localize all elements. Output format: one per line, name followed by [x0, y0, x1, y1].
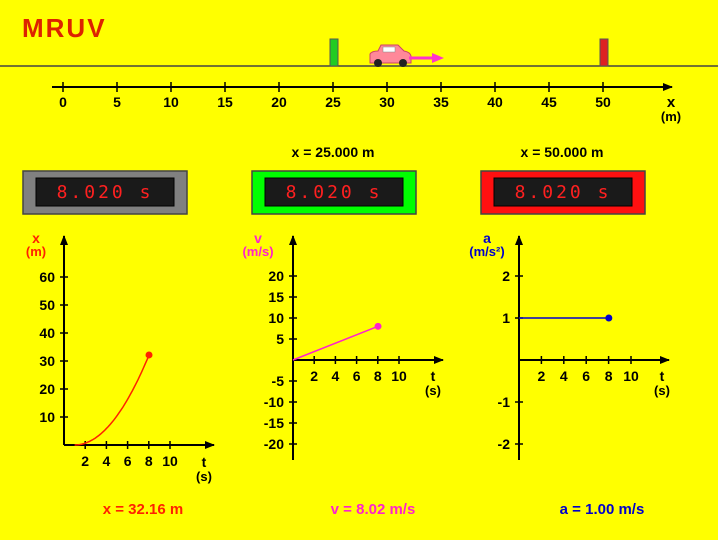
x-graph-t-tick-label: 8	[145, 453, 153, 469]
x-graph-y-tick-label: 30	[39, 353, 55, 369]
velocity-graph-t-unit: (s)	[425, 383, 441, 398]
a-graph-t-tick-label: 8	[605, 368, 613, 384]
right-border	[718, 0, 720, 540]
x-graph-y-tick-label: 60	[39, 269, 55, 285]
x-graph-y-tick-label: 50	[39, 297, 55, 313]
position-axis-tick-label: 25	[325, 94, 341, 110]
position-axis-tick-label: 30	[379, 94, 395, 110]
acceleration-graph-var: a	[483, 230, 491, 246]
v-graph-y-tick-label: -20	[264, 436, 284, 452]
position-axis-tick-label: 50	[595, 94, 611, 110]
position-graph-t-unit: (s)	[196, 469, 212, 484]
v-graph-y-tick-label: -10	[264, 394, 284, 410]
acceleration-graph: a (m/s²) t (s) 21-1-2 2 4 6 8 10 a = 1.00 m/…	[469, 230, 670, 518]
acceleration-readout: a = 1.00 m/s	[560, 501, 645, 518]
velocity-graph-unit: (m/s)	[242, 244, 273, 259]
car-icon[interactable]	[369, 44, 412, 67]
a-graph-t-tick-label: 10	[623, 368, 639, 384]
timer-red: 8.020 s	[480, 170, 646, 215]
x-graph-y-tick-label: 10	[39, 409, 55, 425]
x-graph-y-tick-label: 40	[39, 325, 55, 341]
acceleration-current-point	[605, 314, 613, 322]
position-axis-unit: (m)	[661, 109, 681, 124]
start-marker[interactable]	[329, 38, 339, 67]
v-graph-t-tick-label: 8	[374, 368, 382, 384]
acceleration-graph-t-label: t	[660, 368, 665, 384]
v-graph-y-tick-label: 5	[276, 331, 284, 347]
acceleration-graph-unit: (m/s²)	[469, 244, 504, 259]
x-graph-t-tick-label: 10	[162, 453, 178, 469]
position-graph-t-label: t	[202, 454, 207, 470]
a-graph-y-tick-label: -1	[498, 394, 511, 410]
a-graph-y-tick-label: -2	[498, 436, 511, 452]
position-curve	[74, 354, 150, 446]
app-title: MRUV	[22, 13, 107, 43]
position-current-point	[145, 351, 153, 359]
v-graph-t-tick-label: 4	[332, 368, 340, 384]
v-graph-t-tick-label: 10	[391, 368, 407, 384]
position-axis-tick-label: 10	[163, 94, 179, 110]
position-graph-var: x	[32, 230, 40, 246]
x-graph-t-tick-label: 2	[81, 453, 89, 469]
v-graph-y-tick-label: 10	[268, 310, 284, 326]
a-graph-t-tick-label: 6	[582, 368, 590, 384]
acceleration-graph-t-unit: (s)	[654, 383, 670, 398]
position-axis-tick-label: 20	[271, 94, 287, 110]
position-axis-tick-label: 45	[541, 94, 557, 110]
v-graph-y-tick-label: -5	[272, 373, 285, 389]
end-marker[interactable]	[599, 38, 609, 67]
v-graph-y-tick-label: 20	[268, 268, 284, 284]
velocity-arrow-icon	[409, 53, 444, 63]
v-graph-y-tick-label: 15	[268, 289, 284, 305]
a-graph-y-tick-label: 2	[502, 268, 510, 284]
timer-gray-display: 8.020 s	[57, 182, 154, 203]
timer-green-display: 8.020 s	[286, 182, 383, 203]
end-position-label: x = 50.000 m	[521, 144, 604, 160]
timer-red-display: 8.020 s	[515, 182, 612, 203]
position-axis-tick-label: 5	[113, 94, 121, 110]
position-axis-tick-label: 35	[433, 94, 449, 110]
a-graph-y-tick-label: 1	[502, 310, 510, 326]
start-position-label: x = 25.000 m	[292, 144, 375, 160]
position-graph-unit: (m)	[26, 244, 46, 259]
x-graph-y-tick-label: 20	[39, 381, 55, 397]
x-graph-t-tick-label: 4	[103, 453, 111, 469]
a-graph-t-tick-label: 4	[560, 368, 568, 384]
position-graph: x (m) t (s) 60 50 40 30 20 10 2 4 6 8 10 x = 32.1…	[26, 230, 215, 518]
position-readout: x = 32.16 m	[103, 501, 183, 518]
timer-gray: 8.020 s	[22, 170, 188, 215]
position-axis-ticks: 0 5 10 15 20 25 30 35 40 45 50	[59, 82, 611, 110]
velocity-line	[292, 325, 379, 361]
v-graph-t-tick-label: 2	[310, 368, 318, 384]
position-axis-tick-label: 40	[487, 94, 503, 110]
position-axis-tick-label: 15	[217, 94, 233, 110]
a-graph-t-tick-label: 2	[538, 368, 546, 384]
x-graph-t-tick-label: 6	[124, 453, 132, 469]
velocity-readout: v = 8.02 m/s	[331, 501, 416, 518]
position-axis-label: x	[667, 94, 676, 111]
v-graph-t-tick-label: 6	[353, 368, 361, 384]
velocity-graph-t-label: t	[431, 368, 436, 384]
position-axis-tick-label: 0	[59, 94, 67, 110]
velocity-current-point	[374, 322, 382, 330]
velocity-graph-var: v	[254, 230, 262, 246]
v-graph-y-tick-label: -15	[264, 415, 284, 431]
timer-green: 8.020 s	[251, 170, 417, 215]
